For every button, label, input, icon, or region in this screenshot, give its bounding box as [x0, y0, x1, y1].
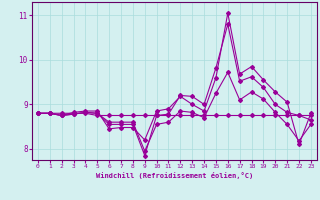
X-axis label: Windchill (Refroidissement éolien,°C): Windchill (Refroidissement éolien,°C) [96, 172, 253, 179]
